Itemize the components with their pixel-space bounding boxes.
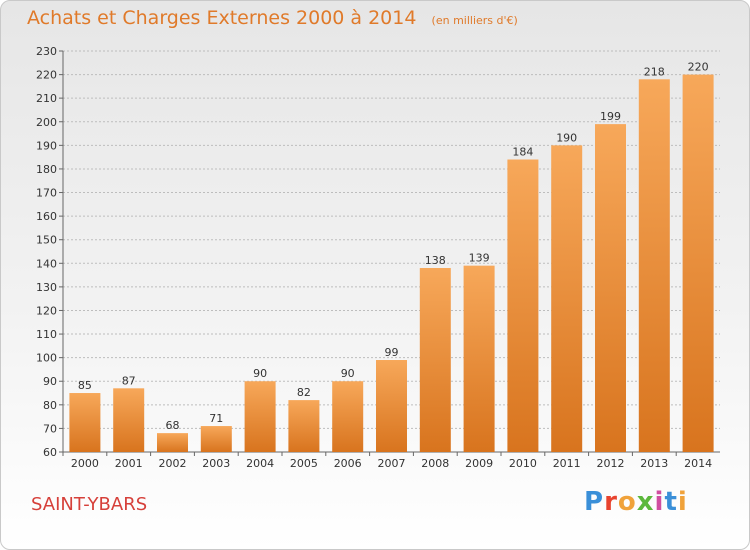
commune-name: SAINT-YBARS bbox=[31, 494, 148, 515]
x-tick-label: 2010 bbox=[509, 457, 537, 470]
logo-letter: P bbox=[584, 487, 605, 517]
value-label: 90 bbox=[253, 367, 267, 380]
bar-2004 bbox=[244, 381, 276, 452]
value-label: 184 bbox=[512, 146, 533, 159]
y-tick-label: 100 bbox=[36, 352, 57, 365]
y-tick-label: 200 bbox=[36, 116, 57, 129]
chart-title: Achats et Charges Externes 2000 à 2014 bbox=[27, 7, 417, 29]
title-block: Achats et Charges Externes 2000 à 2014 (… bbox=[27, 7, 518, 29]
bar-2005 bbox=[288, 400, 320, 452]
chart-subtitle: (en milliers d'€) bbox=[431, 14, 518, 27]
bar-2000 bbox=[69, 393, 101, 452]
value-label: 68 bbox=[166, 419, 180, 432]
y-tick-label: 180 bbox=[36, 163, 57, 176]
bar-2011 bbox=[551, 145, 583, 452]
y-tick-label: 130 bbox=[36, 281, 57, 294]
value-label: 139 bbox=[469, 252, 490, 265]
x-tick-label: 2014 bbox=[684, 457, 712, 470]
y-tick-labels: 60 70 80 90 100 110 120 130 140 150 160 170 180 190 20… bbox=[36, 45, 57, 459]
value-label: 138 bbox=[425, 254, 446, 267]
bar-2010 bbox=[507, 159, 539, 452]
logo-letter: t bbox=[664, 487, 678, 517]
bar-2006 bbox=[332, 381, 364, 452]
x-tick-label: 2004 bbox=[246, 457, 274, 470]
bar-2002 bbox=[157, 433, 188, 452]
logo-letter: o bbox=[617, 487, 637, 517]
bar-2003 bbox=[200, 426, 232, 452]
bar-2008 bbox=[419, 268, 451, 452]
logo-letter: r bbox=[604, 487, 618, 517]
value-label: 99 bbox=[385, 346, 399, 359]
x-tick-label: 2013 bbox=[640, 457, 668, 470]
x-tick-label: 2000 bbox=[71, 457, 99, 470]
x-tick-label: 2005 bbox=[290, 457, 318, 470]
value-label: 220 bbox=[688, 61, 709, 74]
y-tick-label: 160 bbox=[36, 210, 57, 223]
logo-letter: i bbox=[654, 487, 665, 517]
y-tick-label: 140 bbox=[36, 257, 57, 270]
x-tick-label: 2012 bbox=[597, 457, 625, 470]
value-label: 87 bbox=[122, 374, 136, 387]
y-tick-label: 170 bbox=[36, 187, 57, 200]
x-tick-label: 2011 bbox=[553, 457, 581, 470]
y-tick-label: 60 bbox=[43, 446, 57, 459]
y-tick-label: 190 bbox=[36, 139, 57, 152]
bar-2014 bbox=[682, 74, 714, 453]
bar-2012 bbox=[595, 124, 626, 452]
x-tick-label: 2002 bbox=[159, 457, 187, 470]
proxiti-logo: Proxiti bbox=[584, 487, 688, 517]
logo-letter: i bbox=[677, 487, 688, 517]
value-label: 82 bbox=[297, 386, 311, 399]
y-tick-label: 150 bbox=[36, 234, 57, 247]
y-tick-label: 220 bbox=[36, 69, 57, 82]
y-tick-label: 210 bbox=[36, 92, 57, 105]
x-tick-label: 2008 bbox=[421, 457, 449, 470]
x-tick-label: 2001 bbox=[115, 457, 143, 470]
bar-2007 bbox=[376, 360, 407, 452]
value-label: 85 bbox=[78, 379, 92, 392]
value-label: 199 bbox=[600, 110, 621, 123]
value-label: 90 bbox=[341, 367, 355, 380]
x-tick-labels: 2000 2001 2002 2003 2004 2005 2006 2007 2008 2009… bbox=[71, 457, 712, 470]
value-label: 190 bbox=[556, 131, 577, 144]
x-tick-label: 2003 bbox=[202, 457, 230, 470]
value-labels: 85 87 68 71 90 82 90 99 138 139 184 190 199 218 220 bbox=[78, 61, 709, 433]
y-tick-label: 120 bbox=[36, 304, 57, 317]
y-tick-label: 90 bbox=[43, 375, 57, 388]
y-tick-label: 70 bbox=[43, 422, 57, 435]
x-tick-label: 2007 bbox=[378, 457, 406, 470]
x-tick-label: 2009 bbox=[465, 457, 493, 470]
value-label: 71 bbox=[209, 412, 223, 425]
x-tick-label: 2006 bbox=[334, 457, 362, 470]
y-tick-label: 110 bbox=[36, 328, 57, 341]
bar-2001 bbox=[113, 388, 145, 452]
bar-2013 bbox=[638, 79, 670, 453]
bar-2009 bbox=[463, 265, 495, 452]
y-tick-label: 80 bbox=[43, 399, 57, 412]
value-label: 218 bbox=[644, 65, 665, 78]
y-tick-label: 230 bbox=[36, 45, 57, 58]
logo-letter: x bbox=[636, 487, 655, 517]
bars bbox=[69, 74, 714, 453]
